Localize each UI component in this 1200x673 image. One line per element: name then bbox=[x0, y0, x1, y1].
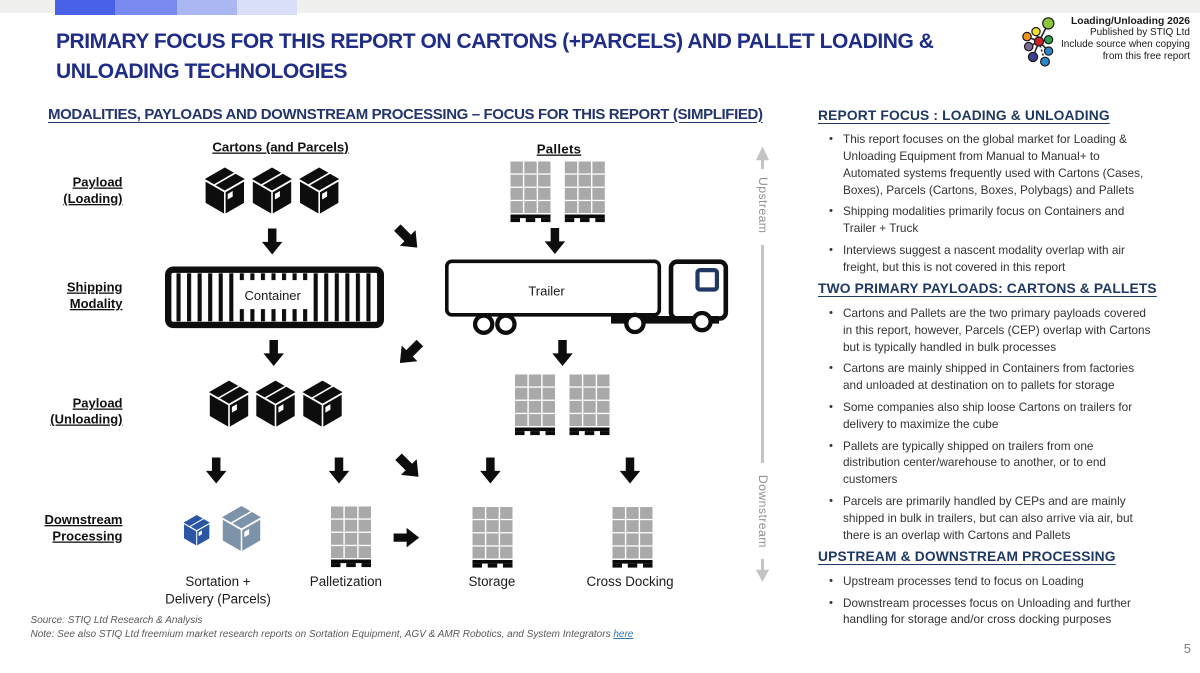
svg-text:Payload: Payload bbox=[73, 175, 123, 190]
svg-text:Processing: Processing bbox=[52, 529, 122, 544]
svg-text:Container: Container bbox=[245, 288, 302, 303]
svg-text:Cartons (and Parcels): Cartons (and Parcels) bbox=[212, 140, 348, 155]
svg-text:Sortation +: Sortation + bbox=[185, 574, 250, 589]
svg-text:(Loading): (Loading) bbox=[63, 191, 122, 206]
svg-text:Downstream: Downstream bbox=[756, 475, 770, 548]
svg-text:Cross Docking: Cross Docking bbox=[587, 574, 674, 589]
svg-text:Shipping: Shipping bbox=[67, 280, 123, 295]
svg-text:Delivery (Parcels): Delivery (Parcels) bbox=[165, 592, 271, 607]
svg-text:Downstream: Downstream bbox=[44, 512, 122, 527]
svg-text:Pallets: Pallets bbox=[537, 142, 582, 157]
svg-text:Upstream: Upstream bbox=[756, 177, 770, 234]
svg-text:Trailer: Trailer bbox=[528, 283, 565, 298]
svg-text:Palletization: Palletization bbox=[310, 574, 382, 589]
svg-text:Payload: Payload bbox=[73, 396, 123, 411]
svg-text:Storage: Storage bbox=[468, 574, 515, 589]
svg-text:Modality: Modality bbox=[70, 296, 123, 311]
svg-text:(Unloading): (Unloading) bbox=[50, 412, 122, 427]
